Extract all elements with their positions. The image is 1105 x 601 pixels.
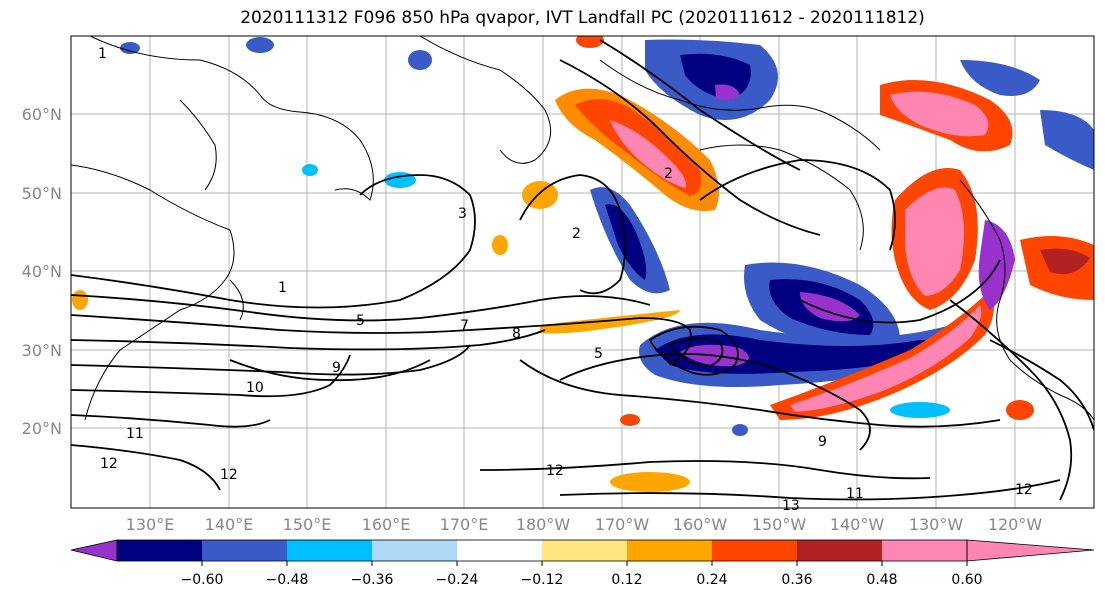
lon-label: 160°E — [362, 515, 411, 534]
colorbar-swatch — [542, 540, 627, 561]
map-title: 2020111312 F096 850 hPa qvapor, IVT Land… — [240, 8, 925, 28]
colorbar-tick-label: −0.12 — [521, 572, 564, 588]
contour-label: 7 — [460, 318, 469, 334]
contour-label: 2 — [664, 166, 673, 182]
lat-label: 20°N — [22, 419, 62, 438]
lon-label: 160°W — [673, 515, 728, 534]
contour-label: 5 — [594, 346, 603, 362]
colorbar-tick-label: −0.48 — [266, 572, 309, 588]
colorbar-swatch — [712, 540, 797, 561]
longitude-labels: 130°E 140°E 150°E 160°E 170°E 180°W 170°… — [126, 515, 1043, 534]
contour-label: 3 — [458, 206, 467, 222]
colorbar-tick-label: 0.24 — [696, 572, 727, 588]
contour-label: 10 — [246, 380, 264, 396]
colorbar-tick-label: −0.36 — [351, 572, 394, 588]
colorbar-ticks — [201, 561, 968, 566]
contour-label: 9 — [332, 360, 341, 376]
contour-label: 1 — [278, 280, 287, 296]
lon-label: 170°W — [595, 515, 650, 534]
colorbar-extend-left — [70, 539, 118, 562]
map-content — [71, 36, 1094, 508]
lon-label: 170°E — [440, 515, 489, 534]
colorbar-tick-label: −0.24 — [436, 572, 479, 588]
contour-label: 12 — [1015, 482, 1033, 498]
contour-label: 12 — [100, 456, 118, 472]
lon-label: 130°E — [126, 515, 175, 534]
colorbar-tick-label: 0.12 — [611, 572, 642, 588]
ivt-contours — [71, 39, 1094, 501]
colorbar-swatch — [372, 540, 457, 561]
contour-label: 12 — [546, 463, 564, 479]
colorbar-tick-label: −0.60 — [181, 572, 224, 588]
colorbar-tick-label: 0.36 — [781, 572, 812, 588]
contour-label: 12 — [220, 467, 238, 483]
contour-label: 13 — [782, 498, 800, 514]
contour-label: 1 — [98, 46, 107, 62]
contour-label: 11 — [126, 426, 144, 442]
colorbar-swatch — [117, 540, 202, 561]
colorbar-swatch — [457, 540, 542, 561]
colorbar-swatch — [202, 540, 287, 561]
colorbar-extend-right — [966, 539, 1095, 562]
colorbar-tick-label: 0.48 — [866, 572, 897, 588]
colorbar-tick-label: 0.60 — [951, 572, 982, 588]
coastlines — [71, 36, 1094, 421]
colorbar-swatch — [287, 540, 372, 561]
contour-label: 2 — [572, 226, 581, 242]
lat-label: 40°N — [22, 262, 62, 281]
lon-label: 140°E — [205, 515, 254, 534]
lat-label: 60°N — [22, 105, 62, 124]
lon-label: 180°W — [516, 515, 571, 534]
colorbar-swatch — [627, 540, 712, 561]
contour-label-group: 1 1 2 2 3 5 5 7 8 9 9 10 11 11 12 12 12 … — [98, 46, 1033, 514]
shaded-regions — [72, 36, 1094, 492]
lat-label: 50°N — [22, 184, 62, 203]
colorbar-swatch — [797, 540, 882, 561]
colorbar: −0.60 −0.48 −0.36 −0.24 −0.12 0.12 0.24 … — [70, 539, 1095, 588]
lon-label: 120°W — [988, 515, 1043, 534]
contour-label: 11 — [846, 486, 864, 502]
lon-label: 150°W — [752, 515, 807, 534]
lat-label: 30°N — [22, 341, 62, 360]
colorbar-swatch — [882, 540, 967, 561]
lon-label: 130°W — [909, 515, 964, 534]
contour-label: 8 — [512, 326, 521, 342]
lon-label: 140°W — [830, 515, 885, 534]
contour-label: 9 — [818, 434, 827, 450]
plot-frame — [70, 35, 1095, 509]
latitude-labels: 20°N 30°N 40°N 50°N 60°N — [22, 105, 62, 438]
contour-label: 5 — [356, 313, 365, 329]
lon-label: 150°E — [283, 515, 332, 534]
